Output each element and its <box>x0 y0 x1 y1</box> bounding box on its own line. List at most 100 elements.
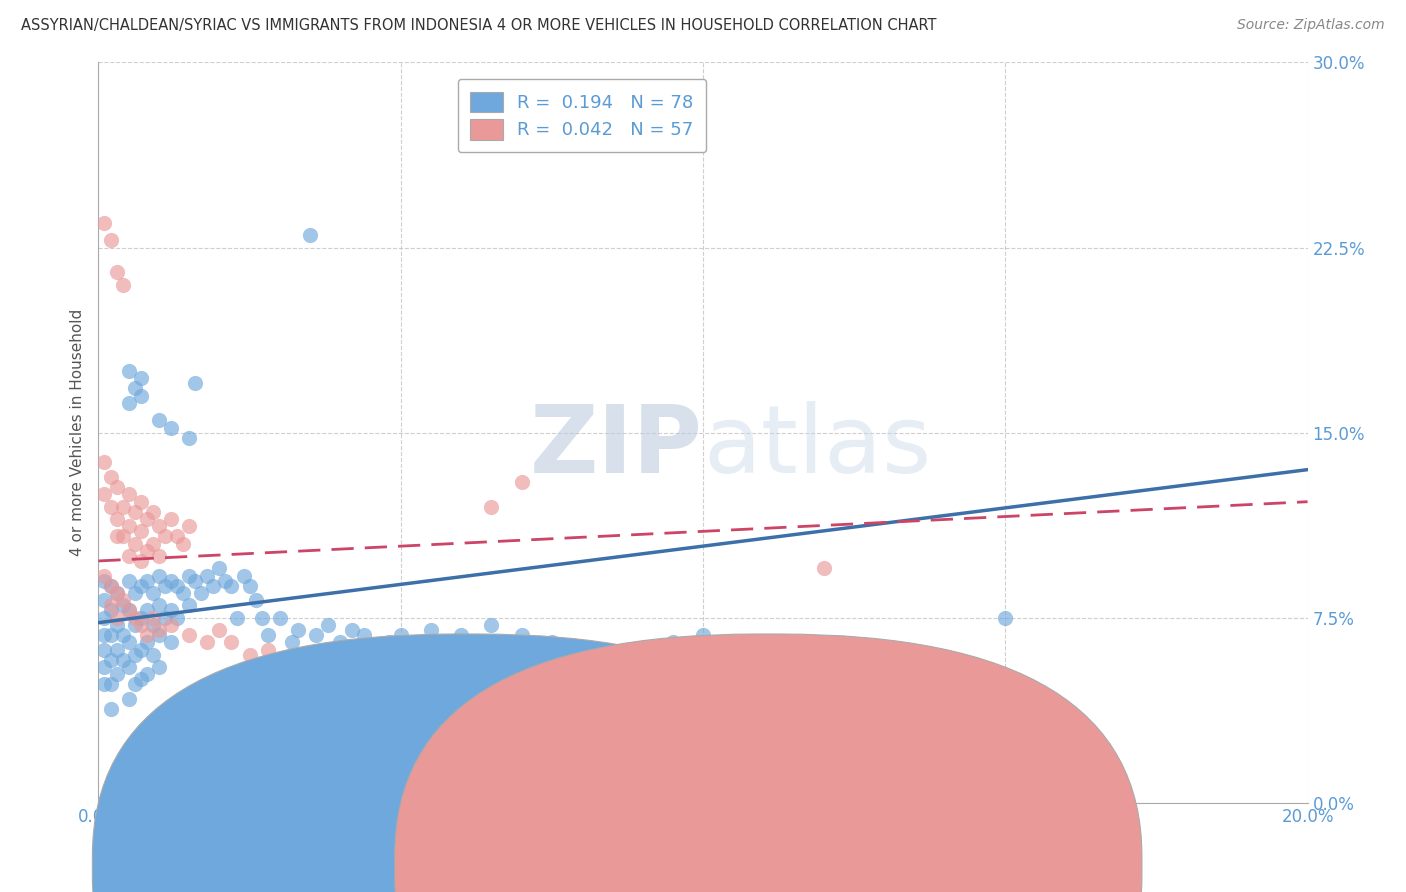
Point <box>118 603 141 617</box>
Point <box>118 660 141 674</box>
Point <box>124 586 146 600</box>
Point <box>184 376 207 391</box>
Point <box>269 610 291 624</box>
Point <box>111 500 134 514</box>
Point <box>723 648 745 662</box>
Point <box>692 628 714 642</box>
Point <box>148 628 170 642</box>
Point <box>124 381 146 395</box>
Text: Source: ZipAtlas.com: Source: ZipAtlas.com <box>1237 18 1385 32</box>
Point <box>142 536 165 550</box>
Point <box>135 667 157 681</box>
Point <box>129 579 152 593</box>
Point <box>100 500 122 514</box>
Point <box>366 642 388 657</box>
Point <box>100 470 122 484</box>
Point <box>190 586 212 600</box>
Point <box>100 579 122 593</box>
Point <box>160 618 183 632</box>
FancyBboxPatch shape <box>93 634 839 892</box>
Point <box>142 610 165 624</box>
FancyBboxPatch shape <box>395 634 1142 892</box>
Point <box>93 455 115 469</box>
Point <box>148 519 170 533</box>
Point <box>342 623 364 637</box>
Point <box>510 628 533 642</box>
Point <box>118 635 141 649</box>
Point <box>160 603 183 617</box>
Point <box>129 673 152 687</box>
Point <box>208 623 231 637</box>
Point <box>160 512 183 526</box>
Point <box>135 628 157 642</box>
Point <box>118 574 141 588</box>
Point <box>135 544 157 558</box>
Point <box>179 568 201 582</box>
Point <box>135 574 157 588</box>
Point <box>129 554 152 568</box>
Point <box>281 653 304 667</box>
Point <box>100 603 122 617</box>
Point <box>172 586 194 600</box>
Point <box>994 610 1017 624</box>
Point <box>105 586 128 600</box>
Point <box>105 586 128 600</box>
Point <box>631 648 654 662</box>
Point <box>93 642 115 657</box>
Point <box>221 635 243 649</box>
Text: atlas: atlas <box>703 401 931 493</box>
Point <box>124 648 146 662</box>
Point <box>142 618 165 632</box>
Point <box>129 524 152 539</box>
Y-axis label: 4 or more Vehicles in Household: 4 or more Vehicles in Household <box>69 309 84 557</box>
Point <box>256 628 278 642</box>
Point <box>93 487 115 501</box>
Point <box>377 635 399 649</box>
Point <box>208 561 231 575</box>
Point <box>160 635 183 649</box>
Point <box>124 677 146 691</box>
Point <box>661 635 683 649</box>
Point <box>226 610 249 624</box>
Point <box>93 610 115 624</box>
Point <box>148 660 170 674</box>
Point <box>221 579 243 593</box>
Point <box>100 702 122 716</box>
Point <box>214 574 236 588</box>
Point <box>202 579 225 593</box>
Point <box>245 593 267 607</box>
Point <box>118 603 141 617</box>
Point <box>148 623 170 637</box>
Point <box>195 635 218 649</box>
Point <box>153 529 176 543</box>
Point <box>135 635 157 649</box>
Point <box>142 505 165 519</box>
Point <box>316 673 339 687</box>
Point <box>118 519 141 533</box>
Point <box>166 610 188 624</box>
Point <box>105 480 128 494</box>
Point <box>105 529 128 543</box>
Point <box>481 500 503 514</box>
Point <box>389 628 412 642</box>
Point <box>184 574 207 588</box>
Point <box>166 529 188 543</box>
Point <box>124 505 146 519</box>
Point <box>148 599 170 613</box>
Point <box>129 642 152 657</box>
Point <box>111 653 134 667</box>
Text: ZIP: ZIP <box>530 401 703 493</box>
Point <box>118 692 141 706</box>
Point <box>402 642 425 657</box>
Point <box>100 599 122 613</box>
Point <box>129 388 152 402</box>
Point <box>129 610 152 624</box>
Point <box>93 593 115 607</box>
Text: Immigrants from Indonesia: Immigrants from Indonesia <box>785 859 993 874</box>
Point <box>353 628 375 642</box>
Point <box>118 396 141 410</box>
Point <box>105 667 128 681</box>
Point <box>111 599 134 613</box>
Point <box>179 431 201 445</box>
Point <box>124 618 146 632</box>
